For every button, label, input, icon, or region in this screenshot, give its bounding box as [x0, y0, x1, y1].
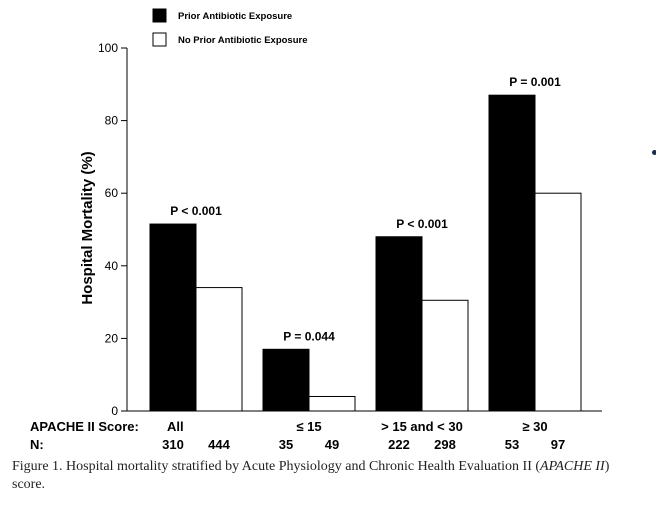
category-label: > 15 and < 30 [381, 419, 463, 434]
bar-no-prior-exposure [421, 299, 469, 412]
n-value: 97 [551, 437, 565, 452]
n-value: 222 [388, 437, 410, 452]
p-value-label: P < 0.001 [396, 217, 448, 231]
n-label: N: [30, 437, 44, 452]
bar-prior-exposure [262, 348, 310, 412]
caption-suffix: ) score. [12, 459, 610, 492]
legend-label: No Prior Antibiotic Exposure [178, 35, 308, 46]
n-value: 444 [208, 437, 230, 452]
bar-prior-exposure [149, 223, 197, 412]
bar-prior-exposure [488, 94, 536, 412]
y-tick-label: 40 [105, 259, 119, 273]
bullet-dot [652, 150, 656, 155]
legend-swatch [152, 8, 167, 23]
y-tick-label: 60 [105, 186, 119, 200]
caption-italic: APACHE II [540, 459, 605, 474]
p-value-label: P = 0.001 [509, 75, 561, 89]
y-tick-label: 100 [98, 41, 118, 55]
y-tick-label: 20 [105, 331, 119, 345]
n-value: 35 [279, 437, 293, 452]
n-value: 310 [162, 437, 184, 452]
category-label: ≥ 30 [522, 419, 547, 434]
figure-caption: Figure 1. Hospital mortality stratified … [12, 458, 642, 494]
bar-no-prior-exposure [308, 395, 356, 412]
y-axis-title: Hospital Mortality (%) [79, 151, 96, 304]
category-label: ≤ 15 [296, 419, 321, 434]
category-label: All [167, 419, 184, 434]
p-value-label: P = 0.044 [283, 329, 335, 343]
apache-score-label: APACHE II Score: [30, 419, 139, 434]
bar-no-prior-exposure [534, 192, 582, 412]
legend-swatch [152, 32, 167, 47]
bar-prior-exposure [375, 236, 423, 412]
caption-prefix: Figure 1. Hospital mortality stratified … [12, 459, 541, 474]
y-tick-label: 0 [111, 404, 118, 418]
p-value-label: P < 0.001 [170, 204, 222, 218]
n-value: 53 [505, 437, 519, 452]
n-value: 49 [325, 437, 339, 452]
n-value: 298 [434, 437, 456, 452]
legend-label: Prior Antibiotic Exposure [178, 11, 292, 22]
bar-no-prior-exposure [195, 287, 243, 412]
y-tick-label: 80 [105, 114, 119, 128]
